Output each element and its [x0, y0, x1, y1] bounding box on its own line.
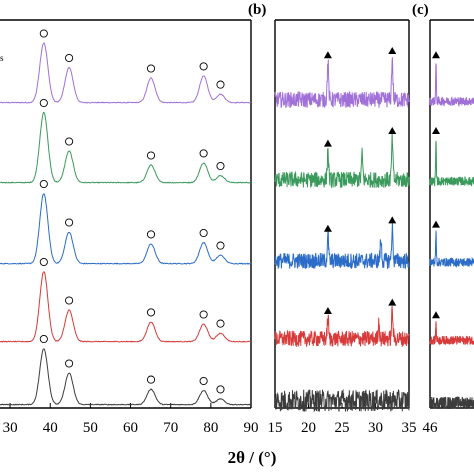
circle-marker: [146, 308, 156, 317]
series-line-5: [0, 348, 252, 406]
x-tick-label: 25: [335, 420, 350, 436]
triangle-marker: [388, 216, 397, 224]
circle-marker: [146, 64, 156, 73]
circle-marker: [39, 29, 48, 38]
panel-b-chart: 15 20 25 30 35: [268, 19, 417, 436]
series-line-3: [0, 193, 252, 265]
panel-c-chart: 46: [423, 19, 474, 436]
series-line-5: [429, 396, 474, 409]
circle-marker: [39, 334, 48, 344]
triangle-marker: [388, 127, 397, 134]
series-line-2: [429, 140, 474, 187]
circle-marker: [216, 241, 225, 250]
circle-marker: [216, 385, 225, 394]
circle-marker: [199, 228, 208, 238]
series-line-4: [274, 305, 410, 347]
x-tick-label: 80: [203, 420, 218, 436]
triangle-marker: [432, 220, 440, 228]
circle-marker: [39, 257, 48, 267]
plot-frame: [0, 19, 252, 409]
series-line-3: [274, 221, 410, 270]
circle-marker: [65, 359, 74, 368]
circle-marker: [65, 137, 74, 146]
x-tick-label: 30: [368, 420, 383, 436]
circle-marker: [39, 179, 48, 189]
x-tick-label: 20: [301, 420, 316, 436]
triangle-marker: [432, 51, 440, 59]
circle-marker: [65, 53, 74, 63]
circle-marker: [216, 319, 225, 328]
panel-c-label: (c): [412, 2, 429, 18]
triangle-marker: [323, 224, 332, 232]
x-tick-label: 50: [83, 420, 98, 436]
plot-frame: [274, 19, 410, 409]
panel-b-label: (b): [248, 2, 266, 18]
triangle-marker: [323, 139, 332, 147]
series-line-4: [429, 321, 474, 346]
x-tick-label: 90: [244, 420, 259, 436]
circle-marker: [199, 149, 208, 158]
series-line-5: [274, 388, 410, 413]
circle-marker: [146, 230, 156, 239]
circle-marker: [146, 375, 156, 384]
circle-marker: [216, 161, 225, 171]
triangle-marker: [388, 298, 397, 306]
series-line-2: [0, 111, 252, 184]
triangle-marker: [432, 127, 440, 134]
triangle-marker: [388, 47, 397, 54]
circle-marker: [146, 151, 156, 160]
circle-marker: [65, 218, 74, 227]
circle-marker: [39, 98, 48, 108]
series-line-1: [429, 62, 474, 108]
x-axis-title: 2θ / (°): [228, 448, 277, 467]
circle-marker: [199, 376, 208, 386]
x-tick-label: 40: [43, 420, 58, 436]
series-line-3: [429, 230, 474, 268]
x-tick-label: 15: [268, 420, 283, 436]
circle-marker: [199, 62, 208, 71]
triangle-marker: [323, 307, 332, 314]
x-tick-label: 70: [163, 420, 178, 436]
circle-marker: [65, 296, 74, 305]
circle-marker: [216, 80, 225, 89]
x-tick-label: 30: [3, 420, 18, 436]
x-tick-label: 60: [123, 420, 138, 436]
triangle-marker: [323, 51, 332, 59]
panel-a-legend-fragment: s: [0, 53, 4, 63]
triangle-marker: [432, 311, 440, 319]
circle-marker: [199, 310, 208, 319]
series-line-1: [274, 57, 410, 108]
x-tick-label: 35: [402, 420, 417, 436]
series-line-1: [0, 42, 252, 104]
panel-a-chart: 30 40 50 60 70 80 90: [0, 19, 259, 436]
series-line-4: [0, 271, 252, 343]
x-tick-label: 46: [423, 420, 439, 436]
series-line-2: [274, 131, 410, 188]
